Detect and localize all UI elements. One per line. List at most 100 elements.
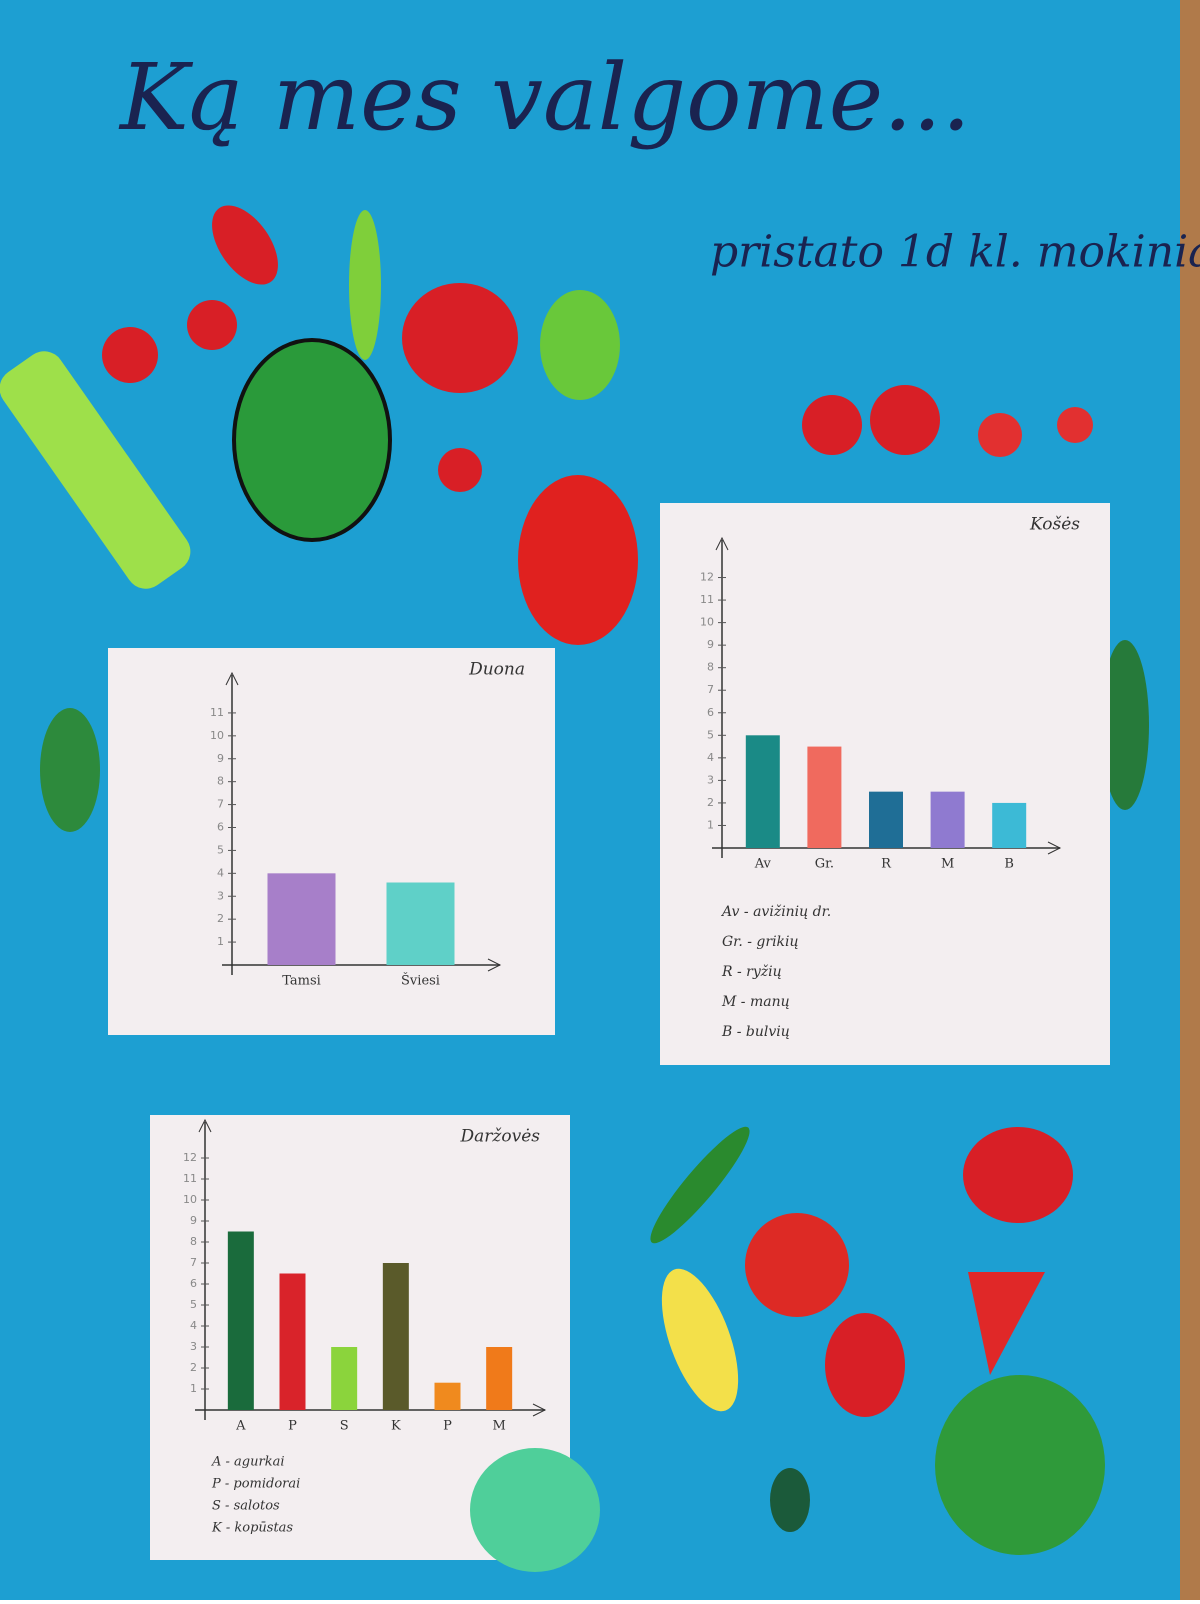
x-tick-label: Av — [754, 857, 772, 872]
cucumber — [1101, 640, 1149, 810]
apple — [963, 1127, 1073, 1223]
y-tick-label: 7 — [707, 683, 714, 696]
x-tick-label: S — [340, 1419, 349, 1434]
chart-title: Daržovės — [460, 1127, 541, 1147]
paper — [660, 503, 1110, 1065]
cucumber — [349, 210, 381, 360]
x-tick-label: P — [288, 1419, 297, 1434]
celery — [0, 351, 191, 589]
bar — [930, 791, 965, 848]
bar — [267, 873, 336, 965]
melon — [40, 708, 100, 832]
y-tick-label: 7 — [190, 1256, 197, 1269]
y-tick-label: 10 — [210, 729, 224, 742]
x-tick-label: K — [391, 1419, 401, 1434]
y-tick-label: 10 — [700, 616, 714, 629]
bar — [992, 802, 1027, 848]
y-tick-label: 6 — [217, 821, 224, 834]
x-tick-label: M — [941, 857, 954, 872]
axis-arrow — [715, 536, 729, 551]
poster-title: Ką mes valgome... — [118, 44, 971, 151]
bar — [745, 735, 780, 848]
axis-arrow — [487, 958, 502, 972]
x-tick-label: B — [1004, 857, 1014, 872]
cherry — [1057, 407, 1093, 443]
y-tick-label: 5 — [217, 843, 224, 856]
pepper — [212, 205, 278, 285]
y-tick-label: 9 — [217, 752, 224, 765]
legend-entry: A - agurkai — [211, 1455, 285, 1470]
y-tick-label: 9 — [707, 638, 714, 651]
axis-arrow — [532, 1403, 547, 1417]
x-tick-label: Gr. — [815, 857, 834, 872]
axis-arrow — [1047, 841, 1062, 855]
y-tick-label: 2 — [217, 912, 224, 925]
bar — [279, 1273, 306, 1410]
y-tick-label: 8 — [217, 775, 224, 788]
y-tick-label: 2 — [707, 796, 714, 809]
bar — [807, 746, 842, 848]
cherry — [102, 327, 158, 383]
poster-subtitle: pristato 1d kl. mokinia — [710, 227, 1200, 278]
y-tick-label: 7 — [217, 798, 224, 811]
bar — [382, 1263, 409, 1410]
cabbage — [470, 1448, 600, 1572]
bar — [869, 791, 903, 848]
y-tick-label: 11 — [700, 593, 714, 606]
apple — [438, 448, 482, 492]
y-tick-label: 12 — [183, 1151, 197, 1164]
bar — [486, 1347, 513, 1410]
y-tick-label: 3 — [217, 889, 224, 902]
cherry — [978, 413, 1022, 457]
y-tick-label: 3 — [707, 773, 714, 786]
bar — [386, 882, 455, 965]
y-tick-label: 1 — [707, 818, 714, 831]
y-tick-label: 5 — [707, 728, 714, 741]
x-tick-label: Šviesi — [401, 972, 440, 989]
x-tick-label: A — [235, 1419, 246, 1434]
bar — [331, 1347, 358, 1410]
banana — [661, 1268, 739, 1412]
y-tick-label: 9 — [190, 1214, 197, 1227]
y-tick-label: 6 — [707, 706, 714, 719]
apple — [518, 475, 638, 645]
y-tick-label: 6 — [190, 1277, 197, 1290]
y-tick-label: 11 — [210, 706, 224, 719]
chart-title: Košės — [1029, 515, 1080, 535]
axis-arrow — [198, 1118, 212, 1133]
y-tick-label: 3 — [190, 1340, 197, 1353]
legend-entry: S - salotos — [212, 1499, 280, 1514]
x-tick-label: P — [443, 1419, 452, 1434]
legend-entry: P - pomidorai — [211, 1477, 300, 1492]
y-tick-label: 12 — [700, 571, 714, 584]
apple — [402, 283, 518, 393]
y-tick-label: 1 — [217, 935, 224, 948]
apple — [825, 1313, 905, 1417]
x-tick-label: Tamsi — [282, 974, 321, 989]
bar — [227, 1231, 254, 1410]
cherry — [870, 385, 940, 455]
chart-title: Duona — [468, 660, 525, 680]
legend-entry: Av - avižinių dr. — [720, 903, 831, 920]
x-tick-label: R — [881, 857, 892, 872]
legend-entry: Gr. - grikių — [722, 934, 799, 950]
y-tick-label: 1 — [190, 1382, 197, 1395]
watermelon — [232, 338, 392, 542]
axis-arrow — [225, 671, 239, 686]
y-tick-label: 10 — [183, 1193, 197, 1206]
legend-entry: K - kopūstas — [211, 1521, 293, 1536]
cherry — [187, 300, 237, 350]
paper — [108, 648, 555, 1035]
cherry — [802, 395, 862, 455]
decorations — [0, 205, 1149, 1555]
y-tick-label: 4 — [190, 1319, 197, 1332]
y-tick-label: 11 — [183, 1172, 197, 1185]
x-tick-label: M — [493, 1419, 506, 1434]
decorations-front — [470, 1448, 600, 1572]
melon — [770, 1468, 810, 1532]
legend-entry: R - ryžių — [721, 963, 782, 980]
strawberry — [968, 1272, 1045, 1375]
watermelon — [540, 290, 620, 400]
